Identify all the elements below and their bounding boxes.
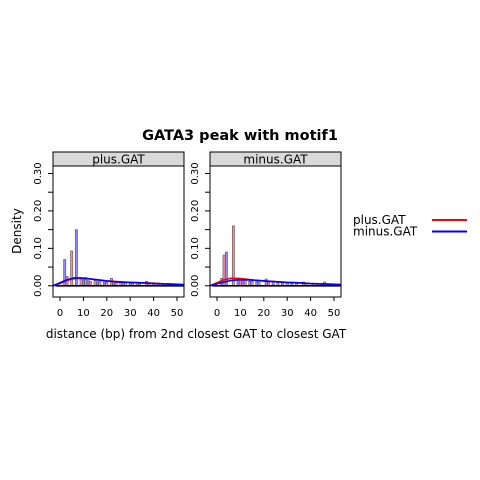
- y-tick-label: 0.30: [190, 162, 201, 184]
- density-line: [209, 278, 342, 287]
- bar: [79, 278, 83, 287]
- bar: [241, 279, 245, 287]
- bar: [264, 278, 268, 287]
- x-tick-label: 40: [147, 308, 160, 319]
- bar: [231, 225, 235, 287]
- legend-label: plus.GAT: [353, 213, 406, 227]
- panel-strip-label: minus.GAT: [243, 153, 308, 167]
- y-tick-label: 0.10: [190, 237, 201, 259]
- x-tick-label: 20: [257, 308, 270, 319]
- y-tick-label: 0.30: [33, 162, 44, 184]
- y-tick-label: 0.10: [33, 237, 44, 259]
- bar: [82, 277, 85, 287]
- x-tick-label: 0: [214, 308, 220, 319]
- x-axis-label: distance (bp) from 2nd closest GAT to cl…: [46, 327, 347, 341]
- density-line: [52, 277, 185, 287]
- chart-title: GATA3 peak with motif1: [142, 128, 338, 144]
- x-tick-label: 10: [234, 308, 247, 319]
- panel-border: [209, 165, 342, 298]
- y-tick-label: 0.00: [190, 275, 201, 297]
- x-tick-label: 50: [328, 308, 341, 319]
- x-tick-label: 10: [77, 308, 90, 319]
- panel-minus-GAT: minus.GAT 0 10 20 30 40 50 0.00 0.10 0.20 0.30: [190, 151, 342, 319]
- x-tick-label: 40: [304, 308, 317, 319]
- panel-plus-GAT: plus.GAT 0 10 20 30 40 50 0.00 0.10 0.20 0.30: [33, 151, 185, 319]
- bar: [243, 279, 247, 287]
- x-tick-label: 30: [281, 308, 294, 319]
- x-tick-label: 0: [57, 308, 63, 319]
- panel-strip-label: plus.GAT: [92, 153, 145, 167]
- x-tick-label: 50: [171, 308, 184, 319]
- y-tick-label: 0.20: [190, 200, 201, 222]
- bar: [70, 250, 74, 287]
- y-tick-label: 0.00: [33, 275, 44, 297]
- x-tick-label: 30: [124, 308, 137, 319]
- y-tick-label: 0.20: [33, 200, 44, 222]
- legend-label: minus.GAT: [353, 225, 418, 239]
- panel-border: [52, 165, 185, 298]
- x-tick-label: 20: [100, 308, 113, 319]
- y-axis-label: Density: [10, 208, 24, 254]
